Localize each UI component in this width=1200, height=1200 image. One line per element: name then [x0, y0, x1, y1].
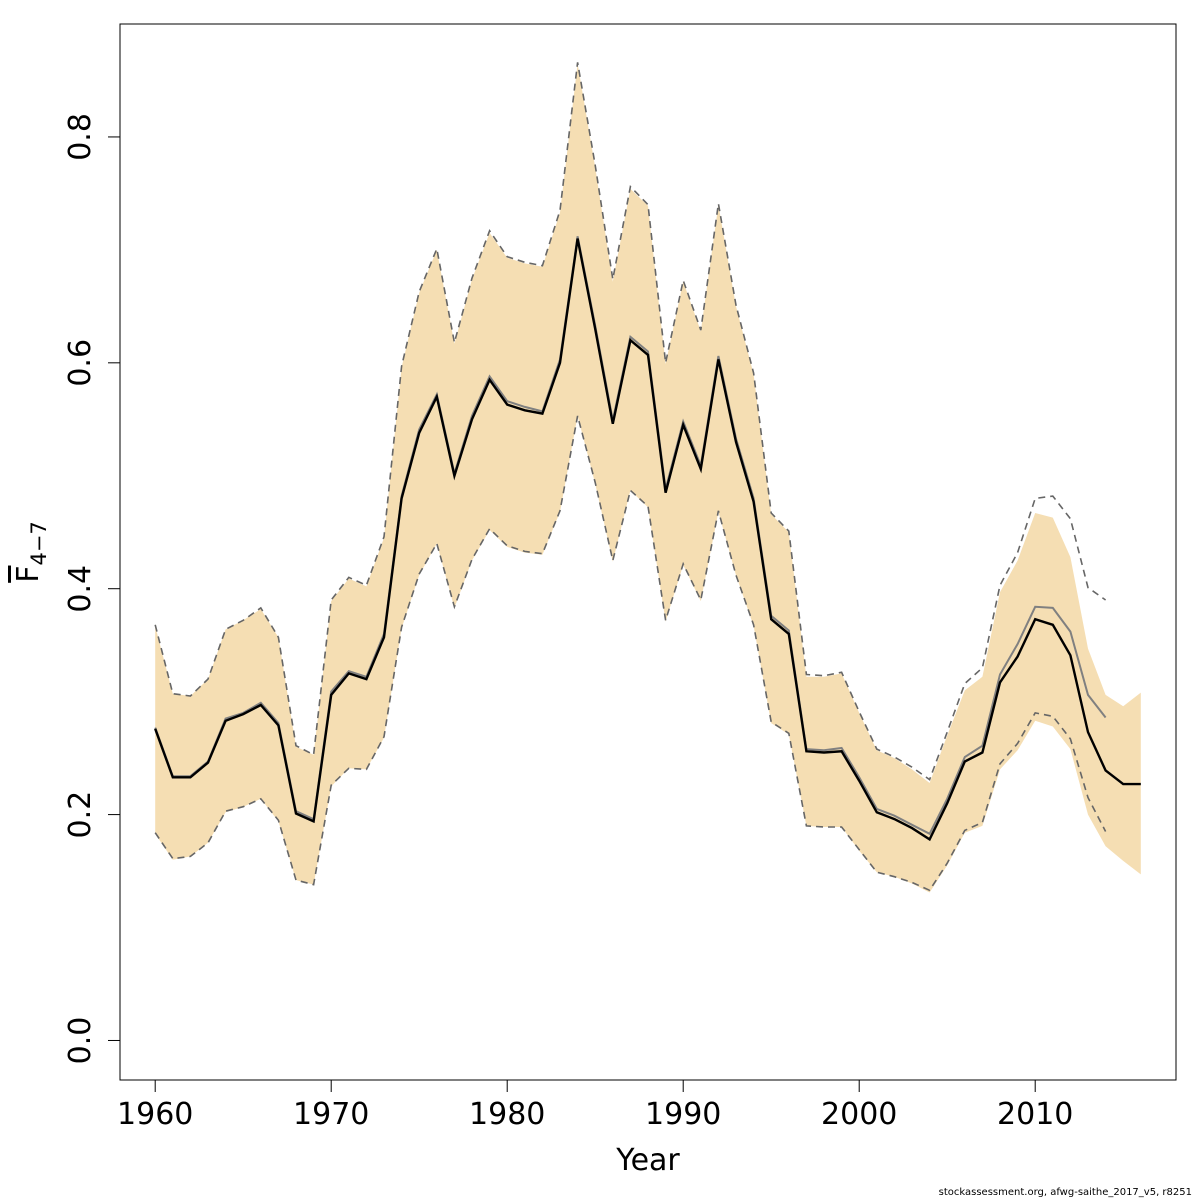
- svg-text:F4−7: F4−7: [11, 521, 51, 583]
- previous-lower-line: [154, 415, 1107, 892]
- y-tick-label: 0.2: [63, 791, 98, 839]
- x-tick-label: 1960: [117, 1097, 193, 1132]
- x-axis: 1960 1970 1980 1990 2000 2010: [117, 1079, 1073, 1132]
- y-axis-title-sub: 4−7: [27, 521, 51, 565]
- series-lines-layer: [154, 62, 1141, 892]
- y-axis: 0.0 0.2 0.4 0.6 0.8: [63, 113, 121, 1065]
- confidence-band-layer: [155, 63, 1141, 893]
- x-axis-title: Year: [615, 1143, 680, 1178]
- y-tick-label: 0.6: [63, 339, 98, 387]
- x-tick-label: 1980: [469, 1097, 545, 1132]
- x-tick-label: 1970: [293, 1097, 369, 1132]
- y-axis-title-main: F: [11, 566, 46, 583]
- y-tick-label: 0.8: [63, 113, 98, 161]
- x-tick-label: 2000: [821, 1097, 897, 1132]
- y-tick-label: 0.4: [63, 565, 98, 613]
- x-tick-label: 2010: [997, 1097, 1073, 1132]
- current-estimate-line: [154, 238, 1141, 842]
- previous-upper-line: [154, 62, 1107, 781]
- confidence-band: [155, 63, 1141, 893]
- y-axis-title: F4−7: [11, 521, 51, 583]
- y-tick-label: 0.0: [63, 1017, 98, 1065]
- footer-credit: stockassessment.org, afwg-saithe_2017_v5…: [938, 1187, 1192, 1198]
- x-tick-label: 1990: [645, 1097, 721, 1132]
